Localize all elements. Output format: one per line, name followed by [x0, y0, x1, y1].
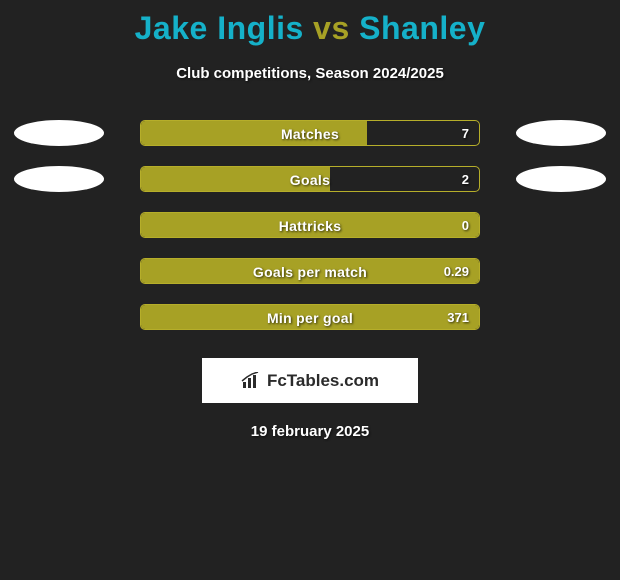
- left-ellipse: [14, 120, 104, 146]
- brand-box: FcTables.com: [202, 358, 418, 403]
- stat-label: Goals per match: [141, 259, 479, 283]
- stat-bar: Goals per match0.29: [140, 258, 480, 284]
- player2-name: Shanley: [359, 10, 485, 46]
- bar-chart-icon: [241, 372, 263, 390]
- stat-row: Goals per match0.29: [0, 258, 620, 284]
- stat-bar: Matches7: [140, 120, 480, 146]
- stat-row: Goals2: [0, 166, 620, 192]
- stat-value: 0: [462, 213, 469, 237]
- stat-value: 2: [462, 167, 469, 191]
- left-ellipse: [14, 166, 104, 192]
- stat-value: 371: [447, 305, 469, 329]
- stat-value: 7: [462, 121, 469, 145]
- stat-row: Matches7: [0, 120, 620, 146]
- stat-value: 0.29: [444, 259, 469, 283]
- stat-label: Goals: [141, 167, 479, 191]
- brand-text: FcTables.com: [267, 371, 379, 391]
- subtitle: Club competitions, Season 2024/2025: [0, 65, 620, 82]
- stat-bar: Hattricks0: [140, 212, 480, 238]
- stat-bar: Min per goal371: [140, 304, 480, 330]
- stats-rows: Matches7Goals2Hattricks0Goals per match0…: [0, 120, 620, 330]
- date-line: 19 february 2025: [0, 423, 620, 440]
- player1-name: Jake Inglis: [135, 10, 304, 46]
- vs-label: vs: [313, 10, 350, 46]
- stat-bar: Goals2: [140, 166, 480, 192]
- right-ellipse: [516, 120, 606, 146]
- stat-label: Min per goal: [141, 305, 479, 329]
- stat-label: Matches: [141, 121, 479, 145]
- stat-label: Hattricks: [141, 213, 479, 237]
- comparison-title: Jake Inglis vs Shanley: [0, 0, 620, 47]
- stat-row: Min per goal371: [0, 304, 620, 330]
- right-ellipse: [516, 166, 606, 192]
- stat-row: Hattricks0: [0, 212, 620, 238]
